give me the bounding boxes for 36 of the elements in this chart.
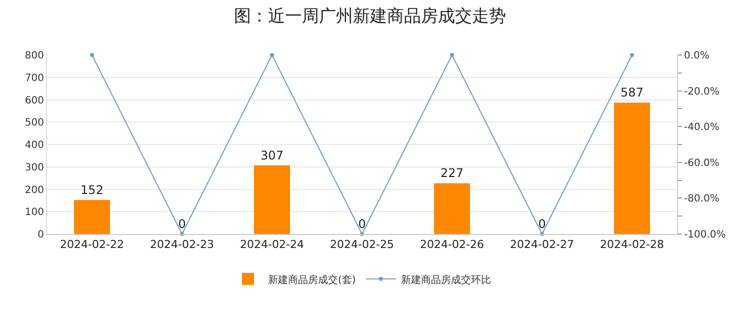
data-label: 227 xyxy=(440,166,464,180)
y2-tick-label: -40.0% xyxy=(684,122,720,134)
y-tick-label: 600 xyxy=(24,95,44,106)
x-tick-label: 2024-02-25 xyxy=(330,238,394,252)
y-tick-label: 500 xyxy=(24,118,44,129)
y2-tick-label: -100.0% xyxy=(684,230,726,240)
y2-tick-label: 0.0% xyxy=(684,50,710,62)
y-tick-label: 0 xyxy=(38,230,44,240)
x-tick-label: 2024-02-22 xyxy=(60,238,124,252)
y-tick-label: 700 xyxy=(24,72,44,84)
y-tick-label: 300 xyxy=(24,162,44,174)
data-label: 0 xyxy=(358,217,366,231)
x-tick-label: 2024-02-23 xyxy=(150,238,214,252)
data-label: 152 xyxy=(80,182,104,197)
data-label: 0 xyxy=(538,217,546,231)
y2-tick-label: -80.0% xyxy=(684,194,720,205)
y-tick-label: 200 xyxy=(24,184,44,196)
y-tick-label: 400 xyxy=(24,140,44,151)
y2-tick-label: -20.0% xyxy=(684,86,720,98)
data-label: 307 xyxy=(260,148,284,162)
x-tick-label: 2024-02-26 xyxy=(420,238,484,252)
bar xyxy=(434,183,470,234)
y-tick-label: 100 xyxy=(24,207,44,218)
data-label: 0 xyxy=(178,217,186,231)
chart-title: 图：近一周广州新建商品房成交走势 xyxy=(234,6,506,26)
bar xyxy=(254,165,290,234)
x-tick-label: 2024-02-27 xyxy=(510,238,574,252)
bar xyxy=(614,102,650,234)
bar xyxy=(74,200,110,234)
y2-tick-label: -60.0% xyxy=(684,158,720,169)
x-tick-label: 2024-02-28 xyxy=(600,238,664,252)
legend-label: 新建商品房成交(套) xyxy=(268,274,356,286)
x-tick-label: 2024-02-24 xyxy=(240,238,304,252)
y-tick-label: 800 xyxy=(24,50,44,62)
legend-label: 新建商品房成交环比 xyxy=(400,274,491,286)
data-label: 587 xyxy=(620,86,644,100)
